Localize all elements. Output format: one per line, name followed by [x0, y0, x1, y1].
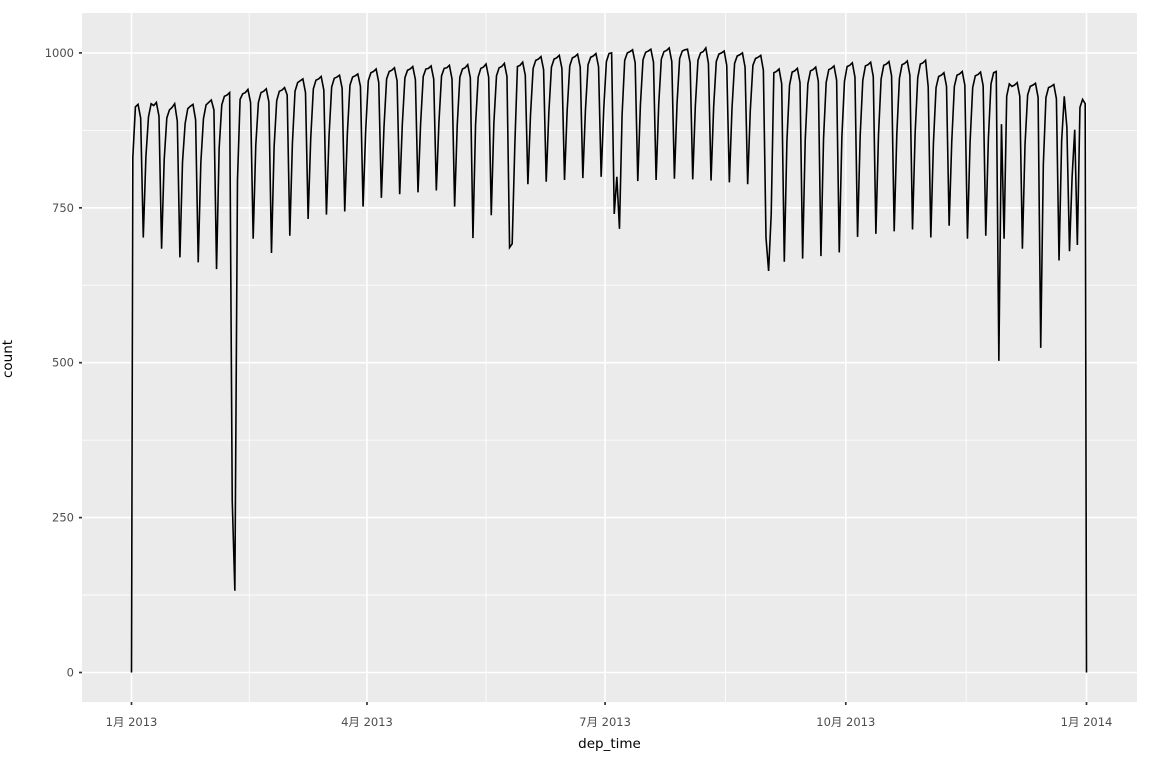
y-tick-label: 0: [67, 666, 74, 680]
x-axis-title: dep_time: [578, 736, 641, 752]
data-line: [130, 45, 1088, 673]
y-axis-title: count: [0, 339, 16, 379]
y-tick-label: 750: [52, 201, 74, 215]
x-tick-label: 1月 2013: [106, 715, 158, 729]
x-tick-label: 4月 2013: [341, 715, 393, 729]
y-tick-label: 500: [52, 356, 74, 370]
x-tick-label: 7月 2013: [579, 715, 631, 729]
x-tick-label: 10月 2013: [816, 715, 875, 729]
y-tick-label: 1000: [45, 46, 74, 60]
plot-panel: [82, 13, 1137, 702]
x-tick-label: 1月 2014: [1061, 715, 1113, 729]
y-tick-label: 250: [52, 511, 74, 525]
